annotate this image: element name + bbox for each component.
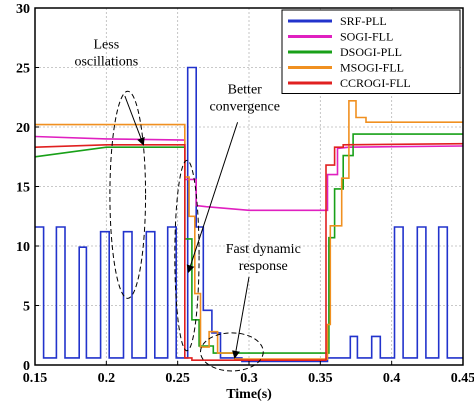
x-axis-label: Time(s) xyxy=(226,387,272,402)
y-axis-ticks: 0 5 10 15 20 25 30 xyxy=(16,2,39,374)
annotation-arrow xyxy=(124,95,145,146)
highlight-ellipse xyxy=(174,159,200,352)
legend-label: MSOGI-FLL xyxy=(340,61,404,75)
y-tick-label: 30 xyxy=(16,2,30,17)
x-tick-label: 0.25 xyxy=(165,371,190,386)
x-axis-ticks: 0.15 0.2 0.25 0.3 0.35 0.4 0.45 xyxy=(23,361,474,386)
x-tick-label: 0.2 xyxy=(98,371,116,386)
y-tick-label: 25 xyxy=(16,62,30,77)
annotation-text: convergence xyxy=(209,100,279,115)
legend-label: DSOGI-PLL xyxy=(340,45,402,59)
x-tick-label: 0.3 xyxy=(240,371,258,386)
annotations: Less oscillations Better convergence Fast dy… xyxy=(74,37,300,274)
annotation-text: oscillations xyxy=(74,54,138,69)
y-tick-label: 20 xyxy=(16,121,30,136)
annotation-ellipses xyxy=(109,90,264,372)
y-tick-label: 0 xyxy=(23,359,30,374)
x-tick-label: 0.4 xyxy=(383,371,401,386)
x-tick-label: 0.45 xyxy=(451,371,474,386)
annotation-text: Fast dynamic xyxy=(226,242,301,257)
annotation-text: Less xyxy=(93,37,119,52)
legend-label: SRF-PLL xyxy=(340,14,387,28)
annotation-text: Better xyxy=(228,83,263,98)
legend-label: SOGI-FLL xyxy=(340,30,393,44)
y-tick-label: 5 xyxy=(23,300,30,315)
y-tick-label: 10 xyxy=(16,240,30,255)
annotation-arrow xyxy=(232,276,250,359)
annotation-text: response xyxy=(239,259,288,274)
x-tick-label: 0.15 xyxy=(23,371,48,386)
y-tick-label: 15 xyxy=(16,181,30,196)
highlight-ellipse xyxy=(109,90,147,299)
annotation-arrows xyxy=(124,95,250,359)
x-tick-label: 0.35 xyxy=(308,371,333,386)
series-line-ccrogi-fll xyxy=(34,142,464,362)
legend-label: CCROGI-FLL xyxy=(340,76,411,90)
highlight-ellipse xyxy=(199,332,264,372)
annotation-arrow xyxy=(186,122,239,274)
